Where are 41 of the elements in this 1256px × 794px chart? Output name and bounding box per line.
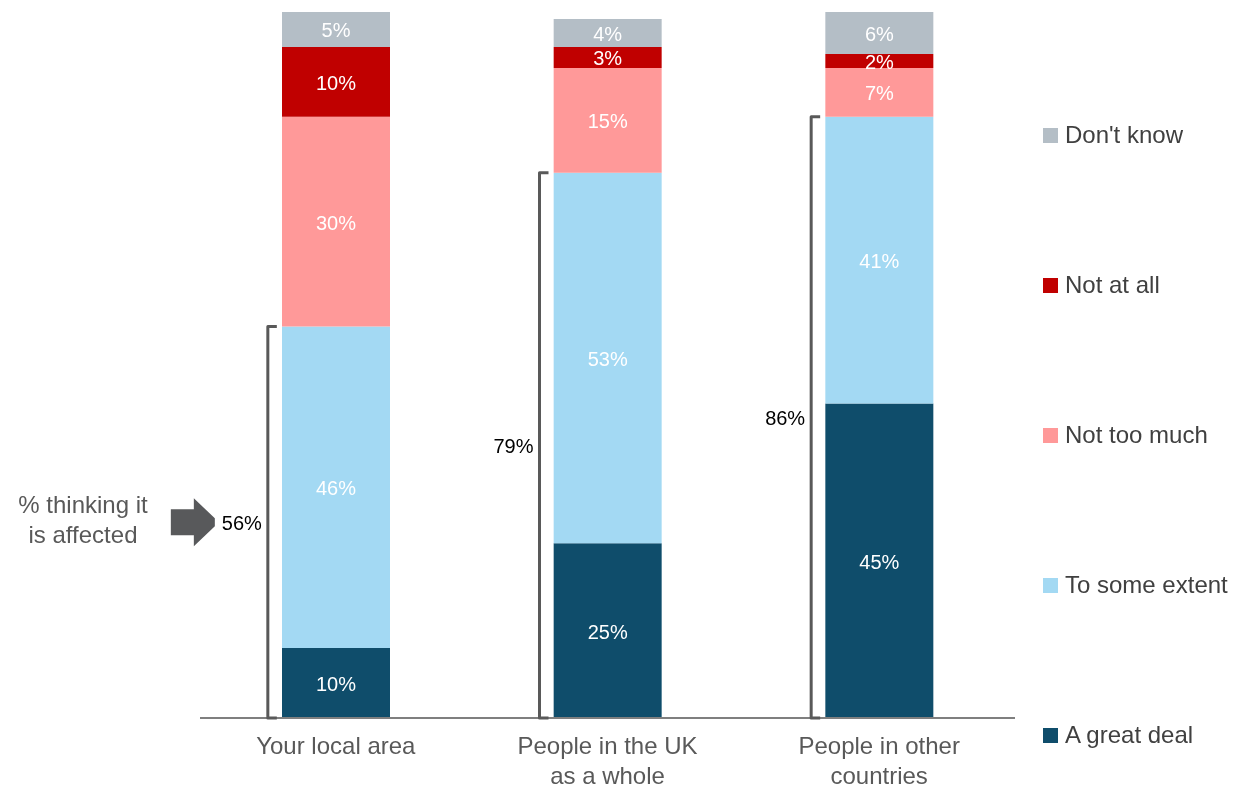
legend-label: Not too much [1065, 421, 1208, 449]
legend-label: A great deal [1065, 721, 1194, 749]
bar [282, 648, 390, 718]
x-tick-label: Your local area [256, 732, 417, 759]
legend-label: To some extent [1065, 571, 1228, 599]
legend-label: Not at all [1065, 271, 1160, 299]
data-label: 5% [321, 19, 351, 42]
data-label: 15% [587, 110, 628, 133]
x-tick-label: People in other countries [798, 732, 960, 789]
annotation: 86% [765, 407, 806, 430]
bar [553, 46, 662, 68]
data-label: 4% [593, 22, 623, 45]
data-label: 41% [859, 250, 900, 273]
bar [553, 543, 662, 718]
bar [282, 12, 390, 47]
bar [825, 67, 934, 117]
data-label: 53% [587, 348, 628, 371]
bar [282, 326, 390, 649]
legend-label: Don't know [1065, 121, 1183, 149]
data-label: 46% [315, 477, 357, 500]
bar [553, 172, 662, 544]
data-label: 30% [315, 211, 357, 234]
bar [825, 12, 934, 54]
text: % thinking it is affected [17, 490, 149, 551]
data-label: 10% [315, 71, 357, 94]
data-label: 25% [587, 620, 628, 643]
bar [282, 46, 390, 117]
bar [282, 116, 390, 327]
bar [553, 67, 662, 173]
annotation: 56% [221, 512, 263, 535]
data-label: 7% [864, 82, 894, 105]
data-label: 10% [315, 673, 357, 696]
data-label: 45% [859, 550, 900, 573]
bar [553, 18, 662, 47]
data-label: 3% [593, 47, 623, 70]
x-tick-label: People in the UK as a whole [517, 732, 698, 789]
annotation: 79% [493, 435, 534, 458]
data-label: 2% [864, 50, 894, 73]
data-label: 6% [864, 22, 894, 45]
bar [825, 403, 934, 718]
bar [825, 116, 934, 404]
